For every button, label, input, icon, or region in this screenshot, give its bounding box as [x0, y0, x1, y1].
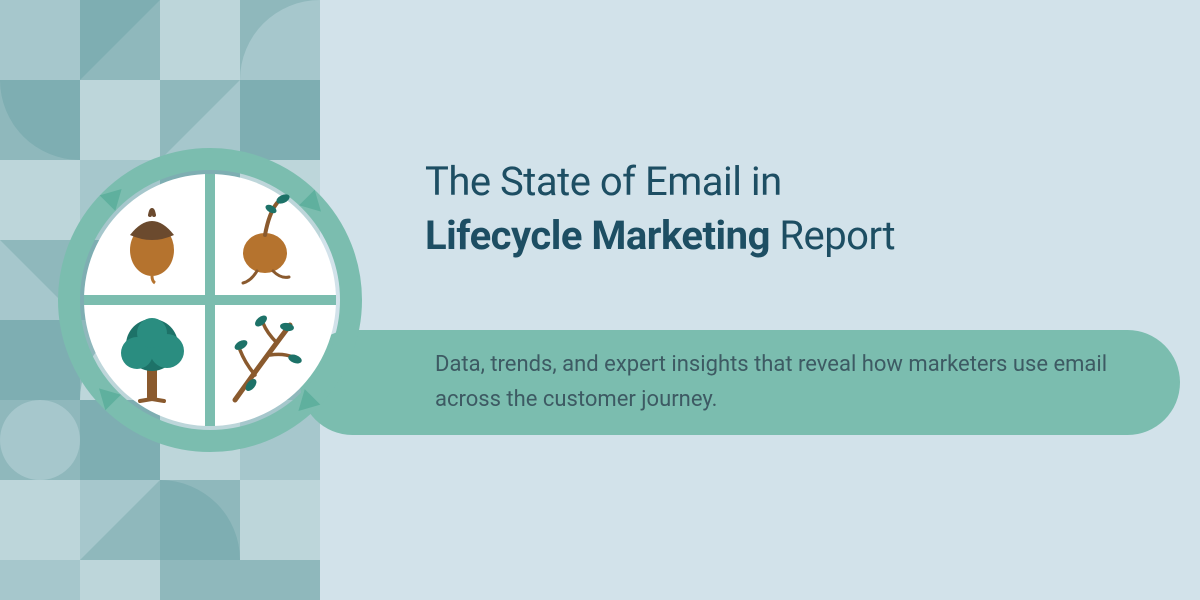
title-block: The State of Email in Lifecycle Marketin…: [425, 155, 1165, 263]
title-line-2: Lifecycle Marketing Report: [425, 209, 1165, 263]
title-bold-part: Lifecycle Marketing: [425, 212, 770, 259]
title-rest-part: Report: [770, 212, 895, 259]
subtitle-pill: Data, trends, and expert insights that r…: [300, 330, 1180, 435]
subtitle-text: Data, trends, and expert insights that r…: [435, 348, 1120, 416]
lifecycle-circle: [55, 145, 365, 455]
title-line-1: The State of Email in: [425, 155, 1165, 209]
